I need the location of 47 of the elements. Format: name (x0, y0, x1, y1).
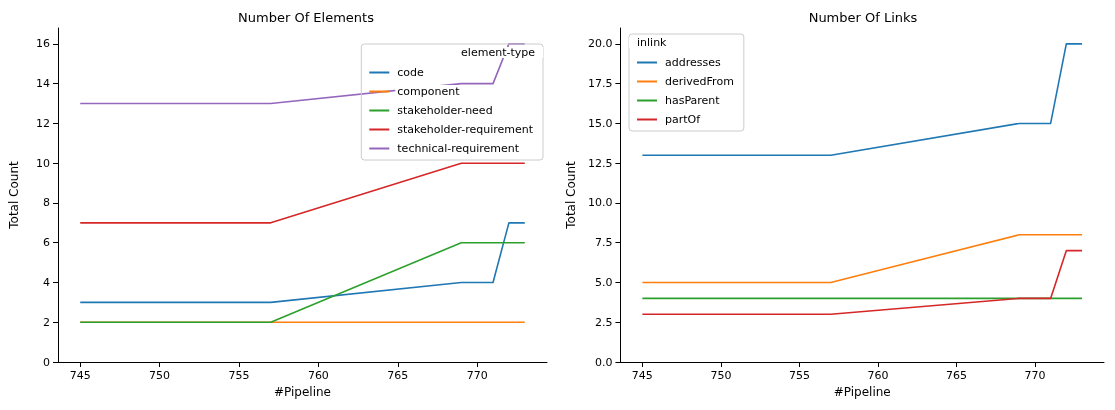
y-axis-title: Total Count (7, 160, 21, 230)
x-tick-label: 765 (387, 369, 409, 382)
chart-title: Number Of Links (808, 10, 918, 25)
y-tick-label: 20.0 (587, 37, 613, 51)
x-tick-label: 770 (466, 369, 488, 382)
legend-title: inlink (637, 36, 668, 49)
x-axis-title: #Pipeline (273, 385, 332, 399)
y-tick-label: 12 (36, 116, 50, 130)
x-tick-label: 745 (631, 369, 653, 382)
x-tick-label: 765 (945, 369, 967, 382)
x-tick-label: 750 (149, 369, 171, 382)
legend-label: stakeholder-need (397, 104, 493, 117)
y-tick-label: 14 (36, 77, 50, 91)
legend-label: partOf (665, 113, 702, 126)
y-tick-label: 0.0 (594, 355, 613, 369)
legend-title: element-type (461, 46, 536, 59)
legend-label: component (397, 85, 461, 98)
y-tick-label: 10.0 (587, 196, 613, 210)
legend-label: hasParent (665, 94, 721, 107)
y-tick-label: 4 (43, 275, 50, 289)
y-tick-label: 16 (36, 37, 50, 51)
legend-label: addresses (665, 56, 721, 69)
x-axis-title: #Pipeline (833, 385, 891, 399)
y-tick-label: 12.5 (587, 156, 613, 170)
y-tick-label: 2 (43, 315, 50, 329)
legend-label: technical-requirement (397, 142, 520, 155)
y-tick-label: 2.5 (594, 315, 613, 329)
x-tick-label: 755 (788, 369, 810, 382)
y-tick-label: 8 (43, 196, 50, 210)
x-tick-label: 750 (710, 369, 732, 382)
x-tick-label: 760 (307, 369, 329, 382)
x-tick-label: 770 (1024, 369, 1046, 382)
x-tick-label: 760 (867, 369, 889, 382)
x-tick-label: 755 (228, 369, 250, 382)
y-axis-title: Total Count (564, 160, 578, 230)
y-tick-label: 0 (43, 355, 50, 369)
y-tick-label: 15.0 (587, 116, 613, 130)
y-tick-label: 10 (36, 156, 50, 170)
y-tick-label: 6 (43, 236, 50, 250)
legend-label: derivedFrom (665, 75, 734, 88)
chart-title: Number Of Elements (238, 10, 375, 25)
y-tick-label: 7.5 (594, 236, 613, 250)
y-tick-label: 17.5 (587, 77, 613, 91)
x-tick-label: 745 (69, 369, 91, 382)
y-tick-label: 5.0 (594, 275, 613, 289)
legend-label: stakeholder-requirement (397, 123, 534, 136)
legend-label: code (397, 66, 425, 79)
